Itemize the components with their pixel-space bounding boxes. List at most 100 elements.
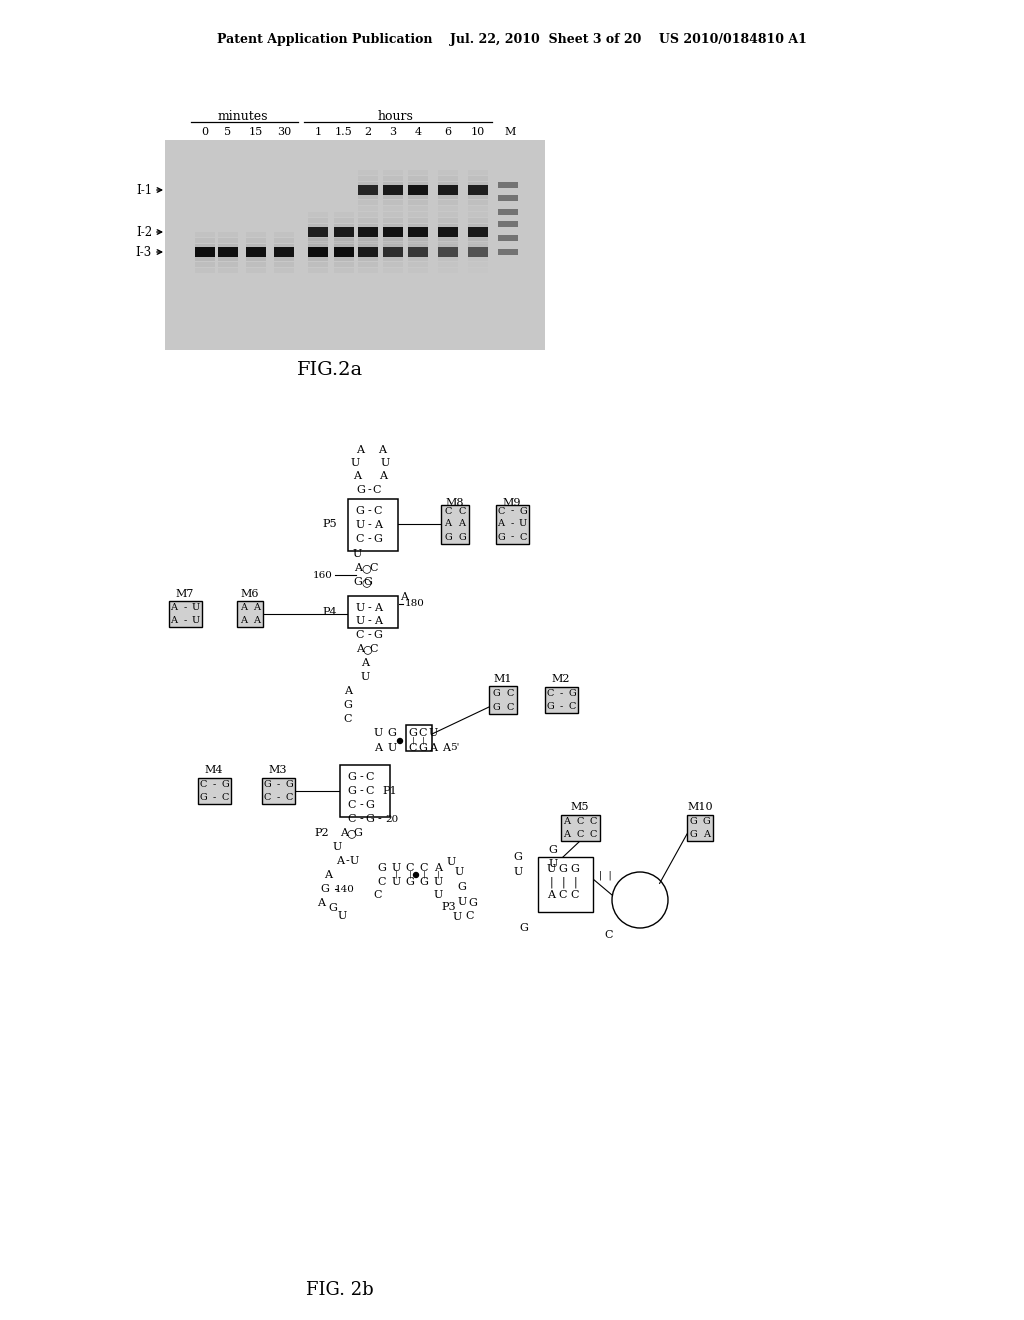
Text: G: G: [519, 923, 528, 933]
Bar: [468, 185, 488, 195]
Bar: [334, 247, 354, 257]
Text: C: C: [498, 507, 505, 516]
Bar: [246, 238, 266, 243]
Bar: [358, 261, 378, 267]
Text: -: -: [183, 603, 186, 612]
Bar: [408, 227, 428, 238]
Bar: [408, 206, 428, 210]
Bar: [383, 247, 403, 257]
Text: G: G: [199, 793, 207, 803]
Text: G: G: [366, 800, 375, 810]
Text: G: G: [409, 729, 418, 738]
Bar: [383, 256, 403, 260]
Text: -: -: [368, 630, 371, 640]
Text: |: |: [549, 876, 553, 888]
Bar: [334, 211, 354, 216]
Bar: [408, 211, 428, 216]
Text: |  |: | |: [599, 870, 611, 879]
Bar: [468, 261, 488, 267]
Text: G: G: [568, 689, 575, 698]
Bar: [334, 238, 354, 243]
Bar: [468, 243, 488, 248]
Bar: [274, 256, 294, 260]
Text: 30: 30: [276, 127, 291, 137]
Text: FIG.2a: FIG.2a: [297, 360, 364, 379]
Bar: [408, 223, 428, 228]
Text: C: C: [355, 535, 365, 544]
Text: -: -: [368, 520, 371, 531]
Bar: [237, 601, 263, 627]
Text: A: A: [356, 445, 364, 455]
Text: I-2: I-2: [136, 226, 152, 239]
Bar: [308, 242, 328, 247]
Text: G: G: [493, 689, 500, 697]
Text: |: |: [573, 876, 577, 888]
Bar: [468, 223, 488, 228]
Bar: [383, 199, 403, 205]
Text: G: G: [469, 898, 477, 908]
Circle shape: [414, 873, 419, 878]
Text: G: G: [419, 743, 427, 752]
Text: C: C: [366, 785, 374, 796]
Text: ○: ○: [361, 564, 371, 573]
Text: G: G: [378, 863, 386, 873]
Text: C: C: [406, 863, 415, 873]
Bar: [274, 243, 294, 248]
Text: C: C: [466, 911, 474, 921]
Text: -: -: [368, 506, 371, 516]
Bar: [308, 261, 328, 267]
Bar: [438, 242, 458, 247]
Text: -: -: [559, 689, 562, 698]
Bar: [308, 227, 328, 238]
Text: 20: 20: [385, 814, 398, 824]
Bar: [358, 185, 378, 195]
Text: U: U: [337, 911, 347, 921]
Bar: [358, 199, 378, 205]
Text: A: A: [374, 743, 382, 752]
Bar: [358, 218, 378, 223]
Text: C: C: [370, 564, 378, 573]
Bar: [358, 211, 378, 216]
Bar: [545, 686, 578, 713]
Text: C: C: [221, 793, 228, 803]
Bar: [334, 235, 354, 240]
Bar: [560, 814, 599, 841]
Text: U: U: [387, 743, 396, 752]
Text: C: C: [378, 876, 386, 887]
Text: A: A: [379, 471, 387, 480]
Text: A: A: [374, 520, 382, 531]
Bar: [261, 777, 295, 804]
Bar: [358, 268, 378, 272]
Text: A: A: [459, 520, 466, 528]
Text: -: -: [359, 772, 362, 781]
Bar: [468, 235, 488, 240]
Text: 5': 5': [451, 743, 460, 752]
Text: G: G: [321, 884, 330, 894]
Text: 15: 15: [249, 127, 263, 137]
Text: -: -: [276, 793, 280, 803]
Text: C: C: [547, 689, 554, 698]
Text: G: G: [353, 828, 362, 838]
Text: M9: M9: [503, 498, 521, 508]
Bar: [438, 227, 458, 238]
Text: -: -: [359, 814, 362, 824]
Bar: [198, 777, 230, 804]
Bar: [408, 247, 428, 257]
Bar: [383, 211, 403, 216]
Text: C: C: [355, 630, 365, 640]
Text: M3: M3: [268, 766, 288, 775]
Bar: [438, 248, 458, 252]
Bar: [383, 176, 403, 181]
Bar: [358, 243, 378, 248]
Circle shape: [612, 873, 668, 928]
Text: -: -: [212, 780, 216, 789]
Text: 6: 6: [444, 127, 452, 137]
Bar: [383, 243, 403, 248]
Text: C: C: [344, 714, 352, 723]
Bar: [468, 256, 488, 260]
Bar: [438, 268, 458, 272]
Text: A: A: [253, 616, 260, 624]
Text: C: C: [568, 702, 575, 711]
Bar: [538, 857, 593, 912]
Bar: [438, 223, 458, 228]
